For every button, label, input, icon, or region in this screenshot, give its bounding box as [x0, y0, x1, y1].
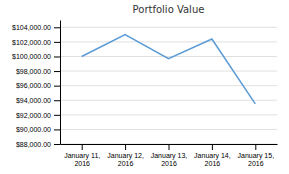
y-tick-label: $88,000.00: [16, 141, 51, 148]
y-tick-label: $96,000.00: [16, 82, 51, 89]
y-tick-label: $100,000.00: [12, 53, 51, 60]
y-tick: $88,000.00: [16, 141, 60, 148]
y-tick-mark: [54, 56, 60, 57]
y-tick-mark: [54, 100, 60, 101]
chart-container: $88,000.00 $90,000.00 $92,000.00 $94,000.00…: [0, 0, 289, 174]
y-tick-mark: [54, 144, 60, 145]
x-tick-label: January 14,2016: [194, 152, 231, 167]
y-tick: $92,000.00: [16, 112, 60, 119]
y-tick-mark: [54, 115, 60, 116]
y-tick: $90,000.00: [16, 126, 60, 133]
chart-svg: $88,000.00 $90,000.00 $92,000.00 $94,000.00…: [0, 0, 289, 174]
y-tick-mark: [54, 71, 60, 72]
y-tick-mark: [54, 42, 60, 43]
y-tick: $102,000.00: [12, 39, 60, 46]
grid: [60, 27, 277, 144]
grid-line: [60, 56, 277, 57]
y-tick: $100,000.00: [12, 53, 60, 60]
x-tick-label: January 13,2016: [151, 152, 188, 167]
y-tick: $104,000.00: [12, 24, 60, 31]
y-tick-label: $102,000.00: [12, 39, 51, 46]
x-tick-mark: [82, 144, 83, 150]
x-tick: January 14,2016: [194, 144, 231, 167]
x-tick: January 11,2016: [64, 144, 100, 167]
x-tick-mark: [212, 144, 213, 150]
x-tick: January 13,2016: [151, 144, 188, 167]
grid-line: [60, 27, 277, 28]
title: Portfolio Value: [133, 4, 205, 15]
x-axis: January 11,2016 January 12,2016 January 13…: [61, 144, 278, 167]
y-tick: $98,000.00: [16, 68, 60, 75]
x-tick-label: January 15,2016: [238, 152, 275, 167]
plot: $88,000.00 $90,000.00 $92,000.00 $94,000.00…: [12, 21, 277, 167]
y-tick-mark: [54, 129, 60, 130]
y-axis: $88,000.00 $90,000.00 $92,000.00 $94,000.00…: [12, 21, 60, 148]
x-tick: January 15,2016: [238, 144, 275, 167]
grid-line: [60, 85, 277, 86]
x-tick-mark: [255, 144, 256, 150]
x-tick-label: January 12,2016: [107, 152, 144, 167]
grid-line: [60, 71, 277, 72]
x-tick-label-line: 2016: [74, 160, 90, 167]
y-tick-label: $98,000.00: [16, 68, 51, 75]
marks: [82, 35, 256, 104]
y-tick-label: $90,000.00: [16, 126, 51, 133]
grid-line: [60, 41, 277, 42]
x-tick-mark: [125, 144, 126, 150]
y-tick-label: $94,000.00: [16, 97, 51, 104]
grid-line: [60, 100, 277, 101]
y-axis-line: [60, 21, 61, 145]
x-tick: January 12,2016: [107, 144, 144, 167]
y-tick-label: $104,000.00: [12, 24, 51, 31]
x-tick-label-line: 2016: [118, 160, 134, 167]
x-tick-mark: [169, 144, 170, 150]
y-tick-label: $92,000.00: [16, 112, 51, 119]
x-tick-label-line: 2016: [205, 160, 221, 167]
y-tick: $96,000.00: [16, 82, 60, 89]
y-tick: $94,000.00: [16, 97, 60, 104]
grid-line: [60, 129, 277, 130]
grid-line: [60, 114, 277, 115]
x-tick-label-line: 2016: [161, 160, 177, 167]
y-tick-mark: [54, 86, 60, 87]
line: [82, 35, 256, 104]
x-tick-label-line: 2016: [248, 160, 264, 167]
x-tick-label: January 11,2016: [64, 152, 100, 167]
y-tick-mark: [54, 27, 60, 28]
